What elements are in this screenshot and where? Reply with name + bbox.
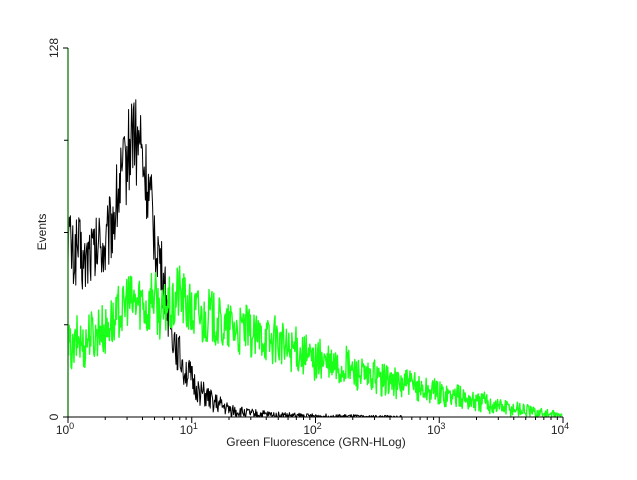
x-tick-label: 101 bbox=[180, 421, 198, 437]
y-tick-label: 128 bbox=[47, 38, 61, 58]
x-tick-exponent: 4 bbox=[564, 421, 569, 431]
series-line-1 bbox=[67, 99, 403, 418]
series-line-2 bbox=[67, 265, 563, 418]
x-tick-exponent: 2 bbox=[317, 421, 322, 431]
series-layer bbox=[67, 99, 563, 418]
y-tick-label: 0 bbox=[47, 413, 61, 420]
x-tick-exponent: 3 bbox=[440, 421, 445, 431]
x-tick-exponent: 1 bbox=[193, 421, 198, 431]
x-tick-exponent: 0 bbox=[69, 421, 74, 431]
y-axis-label: Events bbox=[35, 214, 49, 251]
x-ticks: 100 101 1 0 2 103 104 bbox=[56, 417, 569, 437]
x-axis-label: Green Fluorescence (GRN-HLog) bbox=[226, 435, 405, 449]
x-tick-label: 104 bbox=[551, 421, 569, 437]
x-tick-label: 103 bbox=[427, 421, 445, 437]
x-tick-label: 100 bbox=[56, 421, 74, 437]
y-ticks: 0 128 bbox=[47, 38, 68, 420]
